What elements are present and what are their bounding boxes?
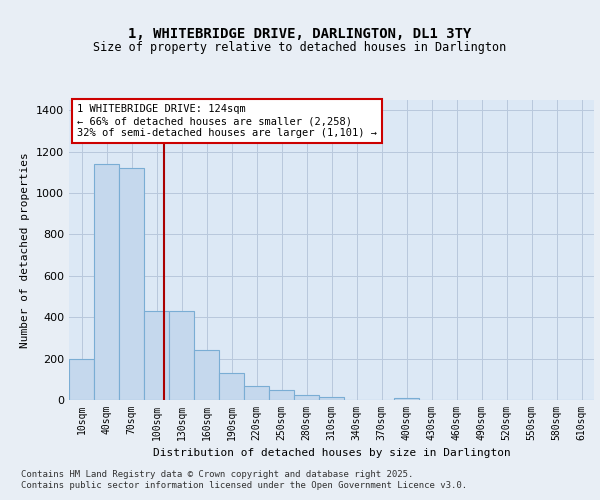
X-axis label: Distribution of detached houses by size in Darlington: Distribution of detached houses by size …: [152, 448, 511, 458]
Bar: [119, 168, 144, 400]
Bar: [94, 164, 119, 400]
Bar: [269, 390, 294, 400]
Bar: [394, 398, 419, 400]
Bar: [69, 358, 94, 400]
Text: Contains public sector information licensed under the Open Government Licence v3: Contains public sector information licen…: [21, 481, 467, 490]
Bar: [194, 350, 219, 400]
Text: Size of property relative to detached houses in Darlington: Size of property relative to detached ho…: [94, 41, 506, 54]
Y-axis label: Number of detached properties: Number of detached properties: [20, 152, 31, 348]
Text: 1, WHITEBRIDGE DRIVE, DARLINGTON, DL1 3TY: 1, WHITEBRIDGE DRIVE, DARLINGTON, DL1 3T…: [128, 28, 472, 42]
Text: Contains HM Land Registry data © Crown copyright and database right 2025.: Contains HM Land Registry data © Crown c…: [21, 470, 413, 479]
Bar: [169, 311, 194, 400]
Bar: [294, 395, 319, 400]
Bar: [244, 386, 269, 400]
Bar: [319, 397, 344, 400]
Text: 1 WHITEBRIDGE DRIVE: 124sqm
← 66% of detached houses are smaller (2,258)
32% of : 1 WHITEBRIDGE DRIVE: 124sqm ← 66% of det…: [77, 104, 377, 138]
Bar: [144, 311, 169, 400]
Bar: [219, 373, 244, 400]
